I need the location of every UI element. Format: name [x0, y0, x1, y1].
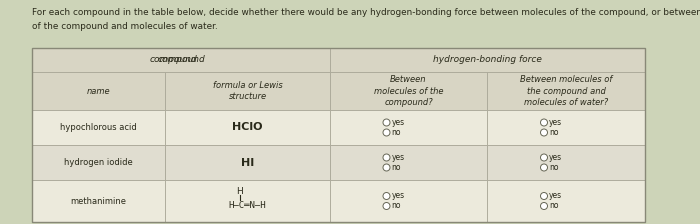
Bar: [487, 110, 645, 145]
Text: HI: HI: [241, 157, 254, 168]
Circle shape: [383, 164, 390, 171]
Text: hydrogen-bonding force: hydrogen-bonding force: [433, 56, 542, 65]
Bar: [32, 110, 165, 145]
Circle shape: [540, 154, 547, 161]
Text: compound: compound: [149, 56, 197, 65]
Circle shape: [540, 202, 547, 209]
Bar: [165, 72, 330, 110]
Bar: [32, 48, 330, 72]
Text: no: no: [391, 163, 401, 172]
Bar: [32, 72, 165, 110]
Circle shape: [540, 119, 547, 126]
Bar: [487, 72, 645, 110]
Text: formula or Lewis
structure: formula or Lewis structure: [213, 81, 282, 101]
Text: name: name: [87, 86, 111, 95]
Text: yes: yes: [549, 192, 562, 200]
Circle shape: [383, 129, 390, 136]
Bar: [487, 145, 645, 180]
Text: no: no: [549, 163, 559, 172]
Text: H–C═N–H: H–C═N–H: [229, 200, 266, 209]
Text: yes: yes: [391, 153, 405, 162]
Circle shape: [383, 192, 390, 200]
Circle shape: [540, 129, 547, 136]
Bar: [165, 145, 330, 180]
Text: hypochlorous acid: hypochlorous acid: [60, 123, 137, 132]
Circle shape: [540, 192, 547, 200]
Bar: [330, 110, 487, 145]
Text: methanimine: methanimine: [71, 196, 127, 205]
Circle shape: [383, 154, 390, 161]
Text: compound: compound: [157, 56, 205, 65]
Circle shape: [383, 119, 390, 126]
Text: no: no: [549, 128, 559, 137]
Text: H: H: [236, 187, 243, 196]
Text: yes: yes: [549, 153, 562, 162]
Bar: [32, 180, 165, 222]
Text: yes: yes: [391, 118, 405, 127]
Text: no: no: [391, 202, 401, 211]
Bar: [165, 180, 330, 222]
Circle shape: [383, 202, 390, 209]
Bar: [487, 180, 645, 222]
Text: no: no: [549, 202, 559, 211]
Text: yes: yes: [549, 118, 562, 127]
Bar: [330, 145, 487, 180]
Text: no: no: [391, 128, 401, 137]
Text: Between molecules of
the compound and
molecules of water?: Between molecules of the compound and mo…: [520, 75, 612, 107]
Text: Between
molecules of the
compound?: Between molecules of the compound?: [374, 75, 443, 107]
Bar: [330, 180, 487, 222]
Text: hydrogen iodide: hydrogen iodide: [64, 158, 133, 167]
Text: of the compound and molecules of water.: of the compound and molecules of water.: [32, 22, 218, 31]
Bar: [330, 72, 487, 110]
Bar: [32, 145, 165, 180]
Text: HClO: HClO: [232, 123, 262, 133]
Bar: [165, 110, 330, 145]
Bar: [32, 48, 645, 222]
Bar: [330, 48, 645, 72]
Circle shape: [540, 164, 547, 171]
Text: For each compound in the table below, decide whether there would be any hydrogen: For each compound in the table below, de…: [32, 8, 700, 17]
Text: yes: yes: [391, 192, 405, 200]
